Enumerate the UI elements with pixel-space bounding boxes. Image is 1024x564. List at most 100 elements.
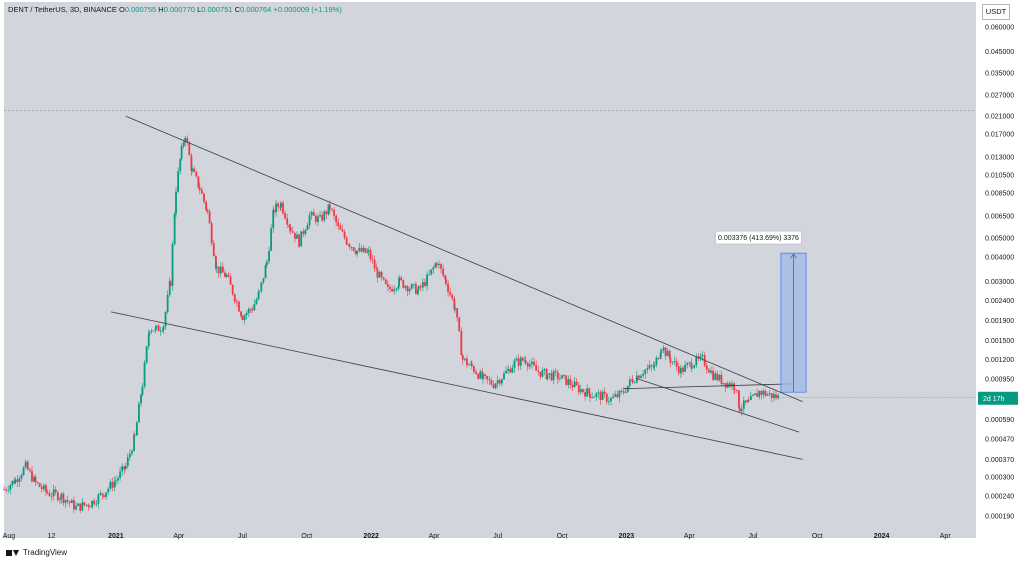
x-tick-label: Jul xyxy=(493,533,502,540)
candle-body xyxy=(517,358,520,366)
candle-body xyxy=(766,394,769,396)
candle-body xyxy=(426,274,428,286)
candle-body xyxy=(597,392,600,394)
candle-body xyxy=(298,234,300,247)
candle-body xyxy=(442,268,445,276)
candle-body xyxy=(105,492,107,497)
candle-body xyxy=(314,215,317,223)
candle-body xyxy=(312,212,315,216)
candle-body xyxy=(197,176,200,188)
candle-body xyxy=(468,364,470,366)
candle-body xyxy=(677,366,680,374)
y-tick-label: 0.005000 xyxy=(985,236,1014,243)
candle-body xyxy=(559,378,561,380)
candle-body xyxy=(367,249,370,252)
candle-body xyxy=(533,361,535,366)
candle-body xyxy=(519,357,522,366)
candle-body xyxy=(288,224,291,228)
candle-body xyxy=(524,360,527,364)
candle-body xyxy=(219,266,222,274)
candle-body xyxy=(646,368,649,370)
candle-body xyxy=(190,155,193,172)
candle-body xyxy=(445,279,447,284)
y-tick-label: 0.004000 xyxy=(985,255,1014,262)
y-tick-label: 0.001900 xyxy=(985,318,1014,325)
candle-body xyxy=(777,395,780,399)
candle-body xyxy=(400,277,403,281)
candle-body xyxy=(561,375,563,379)
candle-body xyxy=(16,479,19,482)
candle-body xyxy=(770,393,773,398)
candle-body xyxy=(773,394,775,398)
candle-body xyxy=(384,279,387,285)
candle-body xyxy=(264,265,267,279)
candle-body xyxy=(260,282,263,292)
candle-body xyxy=(402,280,405,288)
candle-body xyxy=(479,371,482,379)
candle-body xyxy=(85,504,88,506)
candle-body xyxy=(272,209,275,229)
candle-body xyxy=(543,369,546,371)
candle-body xyxy=(275,203,277,213)
x-tick-label: Apr xyxy=(940,533,952,540)
candle-body xyxy=(38,483,41,487)
candle-body xyxy=(241,316,244,320)
candle-body xyxy=(212,243,215,257)
candle-body xyxy=(398,277,400,286)
candle-body xyxy=(111,481,114,488)
candle-body xyxy=(203,193,205,202)
x-tick-label: Oct xyxy=(301,533,312,540)
candle-body xyxy=(740,408,743,412)
candle-body xyxy=(589,393,591,398)
candle-body xyxy=(179,159,182,172)
candle-body xyxy=(143,362,146,387)
candle-body xyxy=(205,201,207,210)
candle-body xyxy=(304,230,307,235)
x-tick-label: Jul xyxy=(748,533,757,540)
candle-body xyxy=(505,371,507,374)
candle-body xyxy=(99,493,102,495)
candle-body xyxy=(475,371,477,374)
candle-body xyxy=(114,480,117,482)
candle-body xyxy=(150,330,153,332)
candle-body xyxy=(157,325,160,332)
candle-body xyxy=(622,391,625,393)
candle-body xyxy=(556,372,559,380)
candle-body xyxy=(618,390,621,398)
candle-body xyxy=(109,481,112,489)
candle-body xyxy=(238,301,240,312)
x-tick-label: Oct xyxy=(557,533,568,540)
x-tick-label: Oct xyxy=(812,533,823,540)
candle-body xyxy=(56,492,59,501)
candle-body xyxy=(438,263,440,266)
candle-body xyxy=(64,500,67,503)
candle-body xyxy=(66,500,69,502)
candle-body xyxy=(607,401,610,402)
candle-body xyxy=(306,225,309,231)
price-tag-box xyxy=(978,391,1018,405)
candle-body xyxy=(95,503,98,505)
y-tick-label: 0.003000 xyxy=(985,279,1014,286)
candle-body xyxy=(317,216,319,223)
candle-body xyxy=(705,365,708,370)
currency-button[interactable]: USDT xyxy=(982,4,1010,20)
candle-body xyxy=(83,502,86,506)
candle-body xyxy=(28,469,31,471)
candle-body xyxy=(758,390,761,397)
candle-body xyxy=(341,229,344,232)
x-tick-label: 2023 xyxy=(619,533,635,540)
candle-body xyxy=(128,453,131,458)
candle-body xyxy=(500,379,503,384)
candle-body xyxy=(360,247,363,252)
candle-body xyxy=(417,289,419,294)
low-label: L xyxy=(197,5,202,14)
price-axis[interactable] xyxy=(976,2,1020,538)
candle-body xyxy=(498,380,501,384)
candle-body xyxy=(466,358,468,365)
candle-body xyxy=(325,211,328,215)
footer-brand[interactable]: TradingView xyxy=(6,548,67,557)
candle-body xyxy=(760,390,763,395)
candle-body xyxy=(752,394,754,396)
candle-body xyxy=(389,286,391,290)
